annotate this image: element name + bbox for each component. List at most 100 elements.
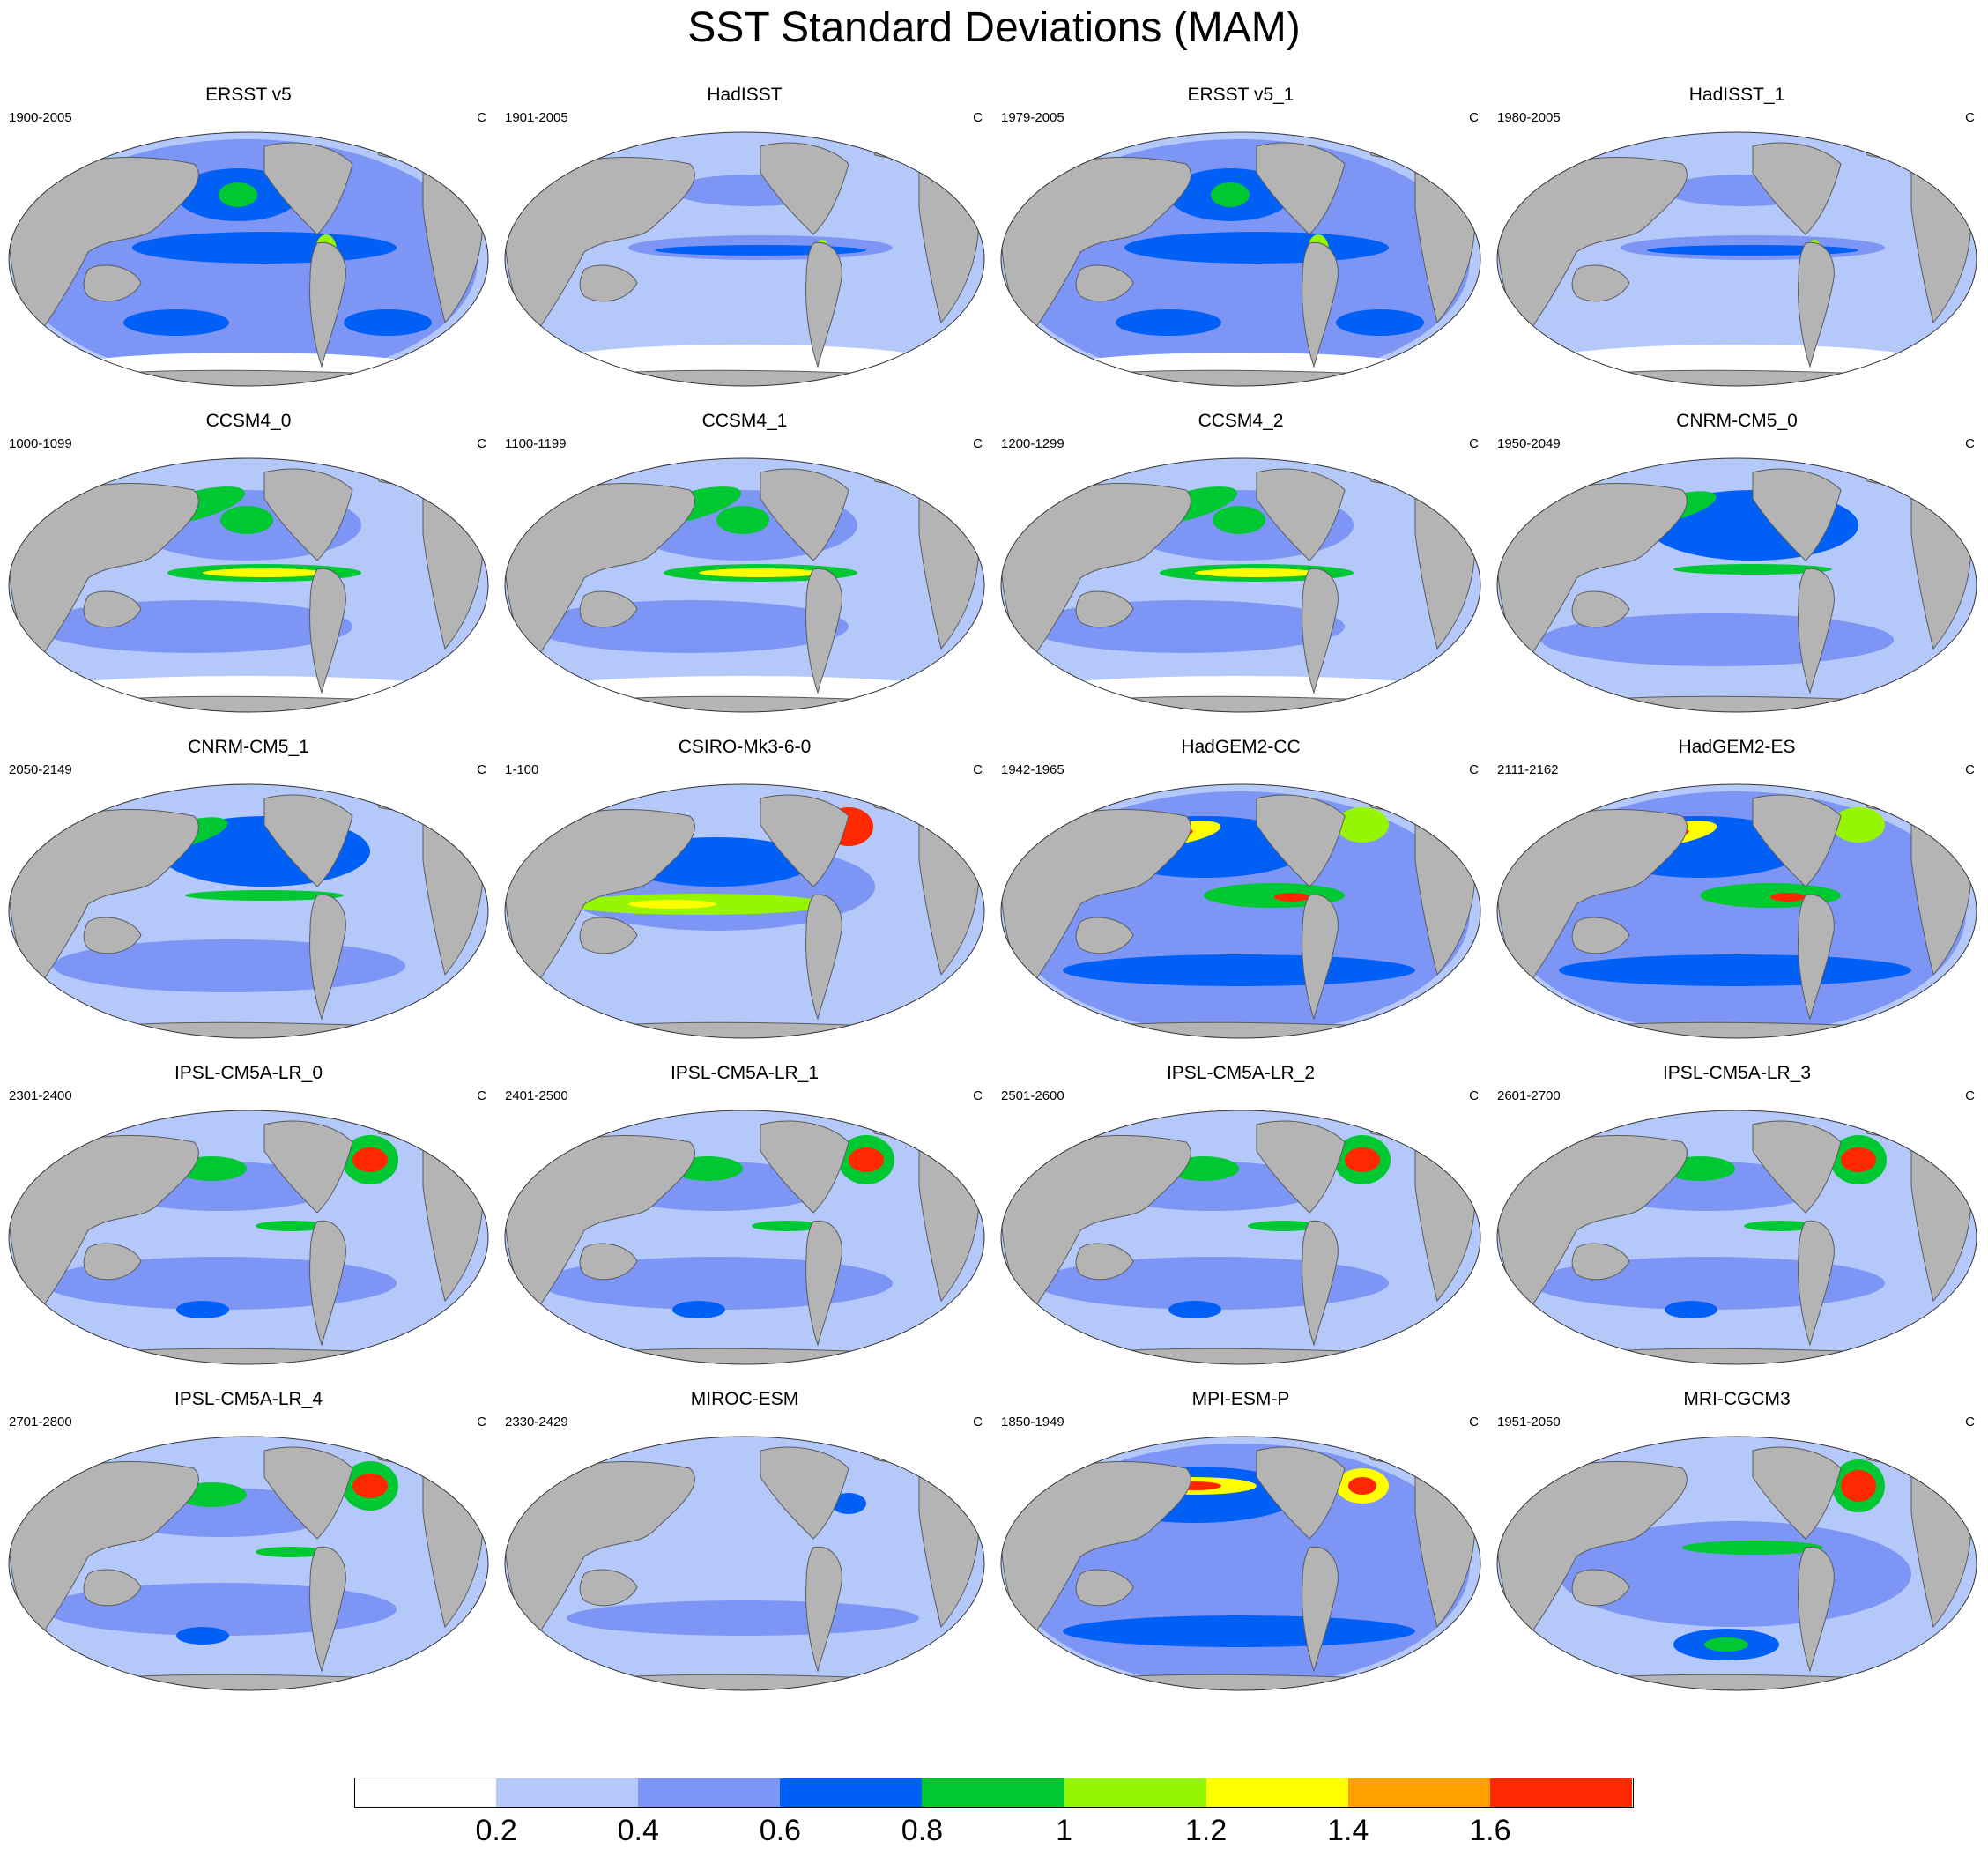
land-greenland [1858,458,1912,485]
map-outline [8,457,489,713]
sst-north-atlantic [1832,807,1885,843]
land-greenland [1361,132,1416,159]
panel-units: C [973,762,983,777]
sst-equatorial-band [1124,232,1389,264]
panel-title: CCSM4_0 [205,411,292,431]
panel-units: C [477,110,486,125]
land-north-america [1752,468,1842,561]
panel-title: HadGEM2-ES [1678,737,1796,757]
map-outline [1000,1110,1481,1365]
map-plot [8,457,489,713]
map-panel: IPSL-CM5A-LR_4 2701-2800 C [0,1389,497,1715]
panel-title: HadGEM2-CC [1181,737,1301,757]
land-south-america [309,1546,346,1673]
panel-units: C [1469,1088,1479,1103]
map-outline [1000,783,1481,1039]
panel-title: HadISST_1 [1688,85,1785,105]
map-panel: HadGEM2-ES 2111-2162 C [1488,737,1985,1063]
map-plot [8,1436,489,1691]
sst-equatorial-band [1248,1221,1318,1231]
land-greenland [865,784,920,811]
panel-title: IPSL-CM5A-LR_2 [1166,1063,1316,1083]
panel-title: CCSM4_2 [1198,411,1284,431]
sst-south-pacific [176,1627,229,1645]
sst-south-atlantic [344,309,432,336]
sst-north-pacific [220,506,273,534]
map-outline [504,1110,985,1365]
land-north-america [1752,142,1842,235]
panel-units: C [973,436,983,451]
sst-equatorial-band [752,1221,822,1231]
land-australia [1075,590,1134,628]
map-panel: IPSL-CM5A-LR_0 2301-2400 C [0,1063,497,1389]
map-panel: IPSL-CM5A-LR_3 2601-2700 C [1488,1063,1985,1389]
sst-equatorial-band [1744,1221,1814,1231]
panel-years: 1100-1199 [505,436,567,451]
map-outline [1496,457,1977,713]
colorbar-tick-label: 1 [1056,1814,1073,1847]
land-greenland [1858,1110,1912,1137]
colorbar-tick-label: 0.6 [759,1814,801,1847]
land-north-america [263,468,353,561]
land-australia [1075,1569,1134,1607]
map-panel: CCSM4_1 1100-1199 C [496,411,993,737]
land-greenland [369,132,424,159]
colorbar-segment [780,1778,923,1808]
sst-south-band [531,600,849,653]
map-outline [8,131,489,387]
land-greenland [369,1437,424,1463]
land-australia [83,264,142,302]
sst-antarctic-ice [549,345,937,380]
land-greenland [1858,784,1912,811]
land-australia [579,1569,638,1607]
land-australia [579,264,638,302]
sst-equatorial-band [132,232,397,264]
panel-units: C [973,110,983,125]
map-panel: IPSL-CM5A-LR_1 2401-2500 C [496,1063,993,1389]
panel-units: C [1965,1415,1975,1429]
land-north-america [1752,794,1842,887]
land-north-america [1256,468,1346,561]
map-outline [1496,1436,1977,1691]
panel-title: HadISST [707,85,783,105]
land-north-america [1752,1446,1842,1540]
colorbar-tick-label: 0.4 [617,1814,659,1847]
panel-years: 1000-1099 [9,436,72,451]
land-south-america [309,241,346,368]
map-plot [504,1436,985,1691]
colorbar-segment [1347,1778,1490,1808]
sst-north-atlantic-core [849,1147,884,1172]
land-north-america [1752,1120,1842,1214]
map-plot [1496,131,1977,387]
map-plot [504,1110,985,1365]
map-plot [8,131,489,387]
sst-north-atlantic-core [1348,1477,1376,1495]
map-plot [504,783,985,1039]
map-outline [8,783,489,1039]
figure-title: SST Standard Deviations (MAM) [687,4,1301,51]
land-australia [1571,1569,1630,1607]
land-north-america [1256,1120,1346,1214]
map-panel: HadISST 1901-2005 C [496,85,993,411]
panel-units: C [973,1088,983,1103]
land-north-america [263,1120,353,1214]
map-panel: MPI-ESM-P 1850-1949 C [992,1389,1489,1715]
panel-years: 1200-1299 [1001,436,1064,451]
panel-title: CSIRO-Mk3-6-0 [678,737,812,757]
land-australia [83,590,142,628]
sst-south-pacific-core [1704,1637,1748,1652]
map-outline [504,457,985,713]
sst-north-pacific [716,506,769,534]
sst-south-band [35,600,352,653]
colorbar-tick-label: 1.2 [1185,1814,1228,1847]
colorbar-tick-label: 0.2 [475,1814,517,1847]
sst-antarctic-ice [1541,345,1929,380]
land-australia [1571,590,1630,628]
map-outline [1496,783,1977,1039]
land-australia [1075,264,1134,302]
land-north-america [1256,1446,1346,1540]
panel-years: 2301-2400 [9,1088,72,1103]
land-south-america [309,568,346,694]
sst-southern-ocean [123,309,229,336]
map-panel: IPSL-CM5A-LR_2 2501-2600 C [992,1063,1489,1389]
